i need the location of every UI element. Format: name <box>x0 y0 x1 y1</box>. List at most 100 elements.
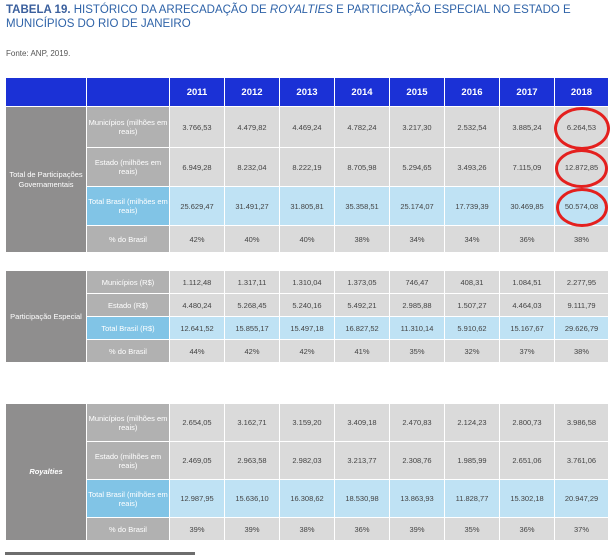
value-cell: 3.409,18 <box>335 404 389 441</box>
value-cell: 2.800,73 <box>500 404 554 441</box>
table-row: Participação Especial Municípios (R$) 1.11… <box>6 271 608 362</box>
value-cell: 6.949,28 <box>170 148 224 186</box>
value-cell: 7.115,09 <box>500 148 554 186</box>
row-label: Estado (milhões em reais) <box>87 148 169 186</box>
table-title: TABELA 19. HISTÓRICO DA ARRECADAÇÃO DE R… <box>6 3 606 31</box>
value-cell: 3.213,77 <box>335 442 389 479</box>
value-cell: 5.268,45 <box>225 294 279 316</box>
value-cell: 35.358,51 <box>335 187 389 225</box>
row-label: % do Brasil <box>87 518 169 540</box>
value-cell: 408,31 <box>445 271 499 293</box>
value-cell: 35% <box>445 518 499 540</box>
table-row: Royalties Municípios (milhões em reais) 2.… <box>6 404 608 540</box>
year-header-2017: 2017 <box>500 78 554 106</box>
value-cell: 2.982,03 <box>280 442 334 479</box>
value-cell: 31.805,81 <box>280 187 334 225</box>
value-cell: 42% <box>225 340 279 362</box>
value-cell: 25.629,47 <box>170 187 224 225</box>
value-cell: 16.308,62 <box>280 480 334 517</box>
value-cell: 50.574,08 <box>555 187 608 225</box>
year-header-2015: 2015 <box>390 78 444 106</box>
value-cell: 1.112,48 <box>170 271 224 293</box>
section-group-label: Participação Especial <box>6 271 86 362</box>
value-cell: 30.469,85 <box>500 187 554 225</box>
value-cell: 6.264,53 <box>555 107 608 147</box>
value-cell: 42% <box>170 226 224 252</box>
value-cell: 11.828,77 <box>445 480 499 517</box>
year-header-2016: 2016 <box>445 78 499 106</box>
value-cell: 39% <box>170 518 224 540</box>
section-table-royalties: Royalties Municípios (milhões em reais) 2.… <box>5 403 609 541</box>
value-cell: 35% <box>390 340 444 362</box>
row-label: Municípios (milhões em reais) <box>87 107 169 147</box>
source-note: Fonte: ANP, 2019. <box>6 49 71 58</box>
value-cell: 3.885,24 <box>500 107 554 147</box>
row-label: Estado (milhões em reais) <box>87 442 169 479</box>
value-cell: 5.294,65 <box>390 148 444 186</box>
header-blank-cell <box>6 78 86 106</box>
value-cell: 1.317,11 <box>225 271 279 293</box>
value-cell: 39% <box>390 518 444 540</box>
row-label: Total Brasil (milhões em reais) <box>87 187 169 225</box>
value-cell: 17.739,39 <box>445 187 499 225</box>
value-cell: 12.641,52 <box>170 317 224 339</box>
value-cell: 4.469,24 <box>280 107 334 147</box>
section-group-label: Total de Participações Governamentais <box>6 107 86 252</box>
value-cell: 3.986,58 <box>555 404 608 441</box>
value-cell: 3.217,30 <box>390 107 444 147</box>
year-header-2012: 2012 <box>225 78 279 106</box>
value-cell: 4.480,24 <box>170 294 224 316</box>
value-cell: 38% <box>555 226 608 252</box>
value-cell: 746,47 <box>390 271 444 293</box>
value-cell: 44% <box>170 340 224 362</box>
row-label: Total Brasil (milhões em reais) <box>87 480 169 517</box>
table-row: Estado (milhões em reais) 6.949,28 8.232,0… <box>6 148 608 186</box>
value-cell: 2.277,95 <box>555 271 608 293</box>
row-label: % do Brasil <box>87 340 169 362</box>
value-cell: 4.464,03 <box>500 294 554 316</box>
value-cell: 2.124,23 <box>445 404 499 441</box>
value-cell: 39% <box>225 518 279 540</box>
value-cell: 34% <box>390 226 444 252</box>
title-text-b: E PARTICIPAÇÃO ESPECIAL NO ESTADO E MUNI… <box>6 4 571 30</box>
row-label: Municípios (milhões em reais) <box>87 404 169 441</box>
value-cell: 41% <box>335 340 389 362</box>
value-cell: 42% <box>280 340 334 362</box>
value-cell: 4.782,24 <box>335 107 389 147</box>
value-cell: 1.084,51 <box>500 271 554 293</box>
title-text-a: HISTÓRICO DA ARRECADAÇÃO DE <box>70 4 270 16</box>
value-cell: 34% <box>445 226 499 252</box>
value-cell: 2.470,83 <box>390 404 444 441</box>
row-label: Total Brasil (R$) <box>87 317 169 339</box>
value-cell: 8.705,98 <box>335 148 389 186</box>
value-cell: 38% <box>280 518 334 540</box>
value-cell: 15.167,67 <box>500 317 554 339</box>
table-row: Estado (R$) 4.480,24 5.268,45 5.240,16 5.492… <box>6 294 608 316</box>
value-cell: 38% <box>335 226 389 252</box>
year-header-2014: 2014 <box>335 78 389 106</box>
section-table-governmental: Total de Participações Governamentais Mun… <box>5 106 609 253</box>
header-blank-cell <box>87 78 169 106</box>
value-cell: 36% <box>500 226 554 252</box>
section-group-label: Royalties <box>6 404 86 540</box>
value-cell: 15.855,17 <box>225 317 279 339</box>
value-cell: 20.947,29 <box>555 480 608 517</box>
value-cell: 2.985,88 <box>390 294 444 316</box>
value-cell: 1.985,99 <box>445 442 499 479</box>
section-table-special-participation: Participação Especial Municípios (R$) 1.11… <box>5 270 609 363</box>
value-cell: 2.654,05 <box>170 404 224 441</box>
value-cell: 15.636,10 <box>225 480 279 517</box>
value-cell: 5.492,21 <box>335 294 389 316</box>
year-header-2011: 2011 <box>170 78 224 106</box>
value-cell: 2.469,05 <box>170 442 224 479</box>
value-cell: 36% <box>335 518 389 540</box>
row-label: % do Brasil <box>87 226 169 252</box>
table-row: Total Brasil (milhões em reais) 25.629,47… <box>6 187 608 225</box>
value-cell: 8.232,04 <box>225 148 279 186</box>
header-table: 2011 2012 2013 2014 2015 2016 2017 2018 <box>5 77 609 107</box>
table-number: TABELA 19. <box>6 4 71 16</box>
value-cell: 38% <box>555 340 608 362</box>
value-cell: 37% <box>555 518 608 540</box>
value-cell: 2.308,76 <box>390 442 444 479</box>
value-cell: 12.872,85 <box>555 148 608 186</box>
